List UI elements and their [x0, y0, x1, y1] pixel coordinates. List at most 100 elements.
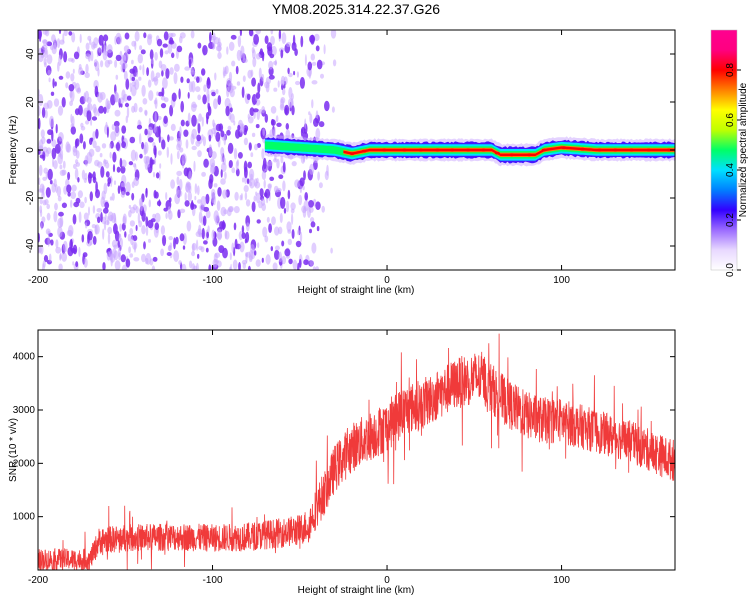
spectrogram-x-tick-label: 0 [384, 275, 390, 286]
spectrogram-cell [238, 231, 243, 241]
spectrogram-cell [276, 158, 280, 169]
spectrogram-cell [166, 252, 172, 256]
spectrogram-cell [92, 140, 97, 149]
spectrogram-cell [100, 60, 104, 68]
spectrogram-cell [38, 164, 43, 176]
spectrogram-cell [161, 70, 164, 77]
spectrogram-cell [231, 85, 237, 90]
spectrogram-cell [59, 149, 64, 160]
spectrogram-cell [135, 72, 139, 78]
spectrogram-cell [58, 75, 64, 80]
spectrogram-cell [148, 238, 151, 243]
spectrogram-cell [147, 219, 154, 229]
spectrogram-cell [170, 179, 176, 189]
spectrogram-cell [235, 129, 241, 139]
spectrogram-cell [264, 113, 268, 123]
spectrogram-cell [198, 113, 203, 122]
spectrogram-cell [245, 199, 251, 207]
spectrogram-cell [40, 129, 45, 138]
spectrogram-cell [68, 84, 75, 92]
spectrogram-cell [173, 72, 178, 85]
snr-plot-area [38, 333, 675, 570]
spectrogram-cell [248, 142, 252, 151]
spectrogram-cell [182, 245, 186, 250]
spectrogram-cell [255, 192, 261, 204]
spectrogram-cell [241, 177, 245, 183]
spectrogram-cell [131, 192, 135, 201]
spectrogram-cell [106, 126, 109, 138]
spectrogram-cell [50, 239, 54, 246]
spectrogram-cell [121, 125, 127, 134]
spectrogram-cell [67, 225, 74, 237]
spectrogram-cell [79, 201, 85, 209]
spectrogram-signal-spot [381, 148, 387, 152]
spectrogram-cell [270, 35, 275, 46]
spectrogram-cell [208, 144, 213, 157]
snr-y-tick-label: 1000 [13, 512, 36, 523]
spectrogram-cell [174, 63, 180, 72]
spectrogram-signal-core [343, 145, 675, 157]
spectrogram-y-label: Frequency (Hz) [8, 116, 19, 185]
spectrogram-cell [103, 106, 107, 115]
spectrogram-cell [126, 106, 130, 118]
spectrogram-cell [165, 212, 168, 219]
spectrogram-cell [186, 78, 190, 84]
spectrogram-cell [88, 148, 95, 157]
spectrogram-cell [290, 202, 296, 211]
spectrogram-cell [58, 211, 64, 217]
spectrogram-cell [245, 222, 250, 232]
spectrogram-signal-spot [481, 148, 486, 152]
spectrogram-cell [205, 112, 210, 120]
spectrogram-cell [291, 213, 294, 225]
spectrogram-cell [300, 128, 303, 137]
spectrogram-cell [223, 209, 228, 215]
spectrogram-cell [88, 206, 90, 216]
spectrogram-cell [228, 160, 233, 168]
spectrogram-cell [181, 263, 187, 270]
spectrogram-cell [223, 70, 227, 77]
spectrogram-cell [46, 212, 51, 221]
spectrogram-cell [125, 191, 130, 196]
spectrogram-cell [78, 246, 81, 257]
spectrogram-cell [142, 98, 148, 105]
spectrogram-cell [119, 157, 123, 168]
snr-x-tick-label: -100 [203, 575, 223, 586]
spectrogram-cell [126, 95, 132, 101]
spectrogram-cell [274, 59, 277, 66]
spectrogram-cell [253, 195, 257, 202]
spectrogram-cell [43, 255, 49, 263]
spectrogram-cell [226, 46, 229, 55]
spectrogram-cell [268, 74, 275, 80]
colorbar-tick-label: 0.4 [725, 163, 736, 177]
spectrogram-cell [250, 152, 254, 158]
spectrogram-cell [47, 168, 53, 181]
spectrogram-cell [188, 81, 193, 93]
spectrogram-cell [148, 199, 151, 208]
spectrogram-cell [288, 87, 293, 99]
spectrogram-cell [190, 70, 196, 75]
spectrogram-cell [102, 49, 108, 61]
spectrogram-cell [308, 200, 314, 208]
spectrogram-cell [98, 47, 101, 53]
spectrogram-cell [61, 97, 66, 108]
spectrogram-cell [193, 160, 196, 172]
snr-x-tick-label: 100 [553, 575, 570, 586]
spectrogram-cell [202, 215, 207, 227]
spectrogram-cell [271, 45, 277, 56]
spectrogram-cell [130, 149, 137, 162]
spectrogram-cell [180, 100, 184, 113]
spectrogram-cell [38, 51, 44, 63]
spectrogram-cell [160, 103, 167, 109]
spectrogram-cell [139, 153, 143, 159]
spectrogram-cell [80, 122, 84, 128]
spectrogram-cell [73, 163, 77, 169]
spectrogram-cell [251, 201, 256, 213]
spectrogram-cell [324, 170, 329, 181]
spectrogram-cell [55, 123, 58, 134]
spectrogram-cell [187, 112, 191, 125]
spectrogram-cell [154, 111, 157, 124]
spectrogram-cell [42, 176, 47, 181]
spectrogram-cell [139, 200, 143, 212]
spectrogram-cell [59, 39, 65, 45]
spectrogram-cell [171, 92, 177, 102]
